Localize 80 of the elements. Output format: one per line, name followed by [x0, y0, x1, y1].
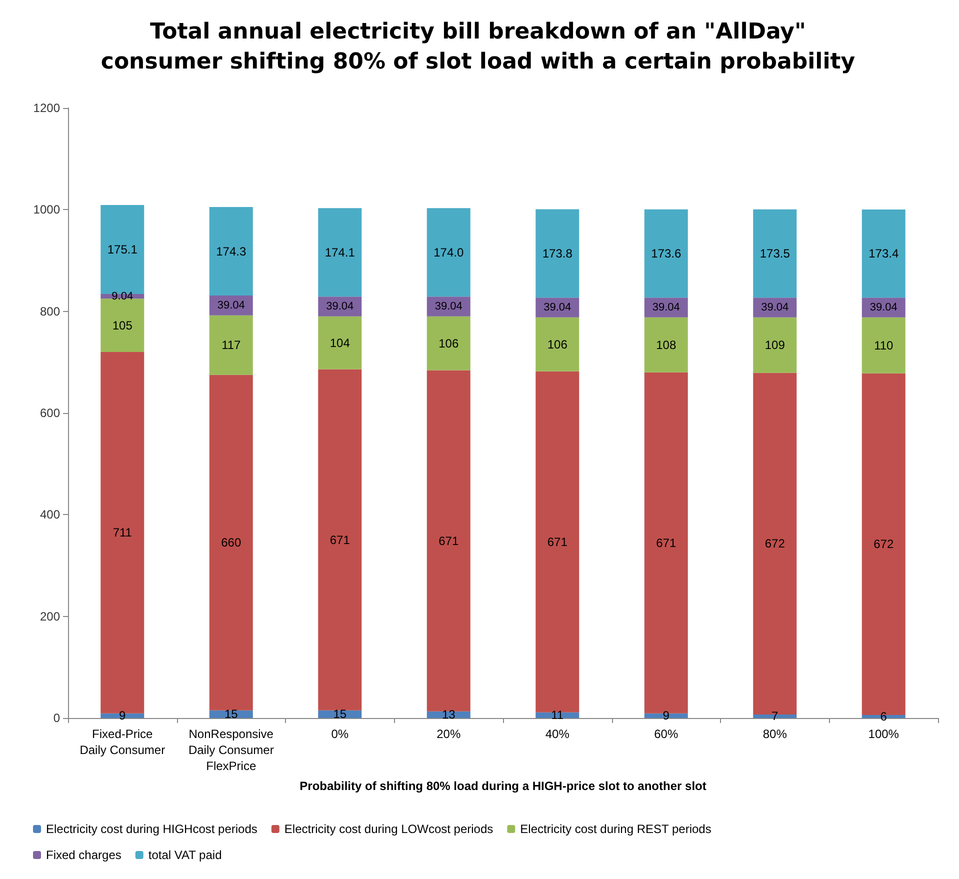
x-tick-label: 40%	[545, 727, 570, 741]
x-axis-title: Probability of shifting 80% load during a HIGH-price slot to another slot	[300, 779, 706, 793]
bar	[426, 208, 470, 297]
bar	[753, 209, 797, 298]
data-label: 13	[442, 708, 456, 722]
x-tick-label: Fixed-Price Daily Consumer	[80, 727, 166, 757]
bar	[209, 206, 253, 296]
legend-label: Fixed charges	[46, 848, 122, 862]
data-label: 671	[438, 534, 459, 548]
bar	[426, 316, 470, 370]
bar	[644, 713, 688, 718]
y-tick-label: 200	[40, 609, 60, 624]
data-label: 173.4	[868, 246, 899, 261]
data-label: 711	[112, 526, 132, 540]
bar	[536, 371, 580, 712]
data-label: 9.04	[112, 290, 134, 302]
bar	[536, 209, 580, 298]
y-tick-label: 1000	[33, 202, 60, 217]
data-label: 39.04	[652, 302, 680, 314]
data-label: 174.1	[324, 245, 356, 260]
data-label: 672	[764, 536, 786, 551]
x-tick-label: 60%	[654, 727, 678, 741]
data-label: 660	[221, 536, 242, 550]
data-label: 106	[547, 337, 568, 352]
data-label: 117	[222, 338, 242, 352]
bar	[209, 374, 253, 710]
data-label: 11	[551, 708, 564, 722]
data-label: 106	[438, 336, 459, 350]
bar	[426, 370, 470, 712]
bar	[318, 316, 362, 370]
data-label: 174.3	[216, 244, 246, 258]
data-label: 671	[330, 532, 350, 547]
x-tick-label: NonResponsive Daily Consumer FlexPrice	[188, 727, 274, 773]
legend-label: Electricity cost during REST periods	[520, 822, 712, 836]
y-tick-label: 0	[53, 711, 60, 725]
data-label: 175.1	[107, 242, 138, 257]
chart-title: Total annual electricity bill breakdown of an "AllDay" consumer shifting 80% of slot load with a certain probability	[100, 20, 856, 74]
x-tick-label: 20%	[436, 727, 461, 741]
data-label: 173.6	[651, 246, 682, 260]
bar	[644, 317, 688, 372]
legend-label: Electricity cost during HIGHcost periods	[46, 822, 258, 836]
bar	[100, 298, 144, 352]
bar	[536, 317, 580, 372]
legend-label: total VAT paid	[148, 848, 222, 862]
data-label: 108	[656, 338, 676, 352]
y-tick-label: 400	[40, 508, 60, 522]
data-label: 39.04	[434, 300, 462, 312]
bar	[100, 713, 144, 718]
x-tick-label: 0%	[331, 727, 349, 741]
data-label: 104	[330, 336, 350, 350]
legend-label: Electricity cost during LOWcost periods	[284, 822, 494, 836]
data-label: 671	[547, 534, 568, 549]
data-label: 110	[874, 338, 894, 352]
bar	[318, 208, 362, 297]
bar	[209, 315, 253, 375]
bar	[862, 209, 906, 298]
y-tick-label: 800	[40, 304, 60, 318]
data-label: 39.04	[544, 302, 572, 314]
x-tick-label: 80%	[762, 727, 788, 741]
data-label: 39.04	[870, 302, 898, 314]
bar	[753, 317, 797, 373]
data-label: 173.8	[542, 246, 573, 260]
y-tick-label: 1200	[33, 101, 60, 115]
data-label: 39.04	[326, 300, 354, 312]
data-label: 39.04	[761, 302, 789, 314]
data-label: 105	[112, 318, 133, 332]
data-label: 39.04	[217, 299, 245, 312]
bar	[318, 369, 362, 710]
y-tick-label: 600	[40, 406, 60, 420]
bar	[536, 712, 580, 718]
data-label: 109	[764, 338, 786, 352]
data-label: 173.5	[760, 246, 790, 260]
data-label: 15	[224, 707, 238, 722]
data-label: 671	[656, 536, 676, 550]
data-label: 672	[874, 537, 894, 552]
x-tick-label: 100%	[868, 727, 900, 741]
bar	[644, 209, 688, 298]
data-label: 174.0	[434, 245, 464, 260]
data-label: 15	[333, 707, 347, 722]
bar	[862, 317, 906, 374]
